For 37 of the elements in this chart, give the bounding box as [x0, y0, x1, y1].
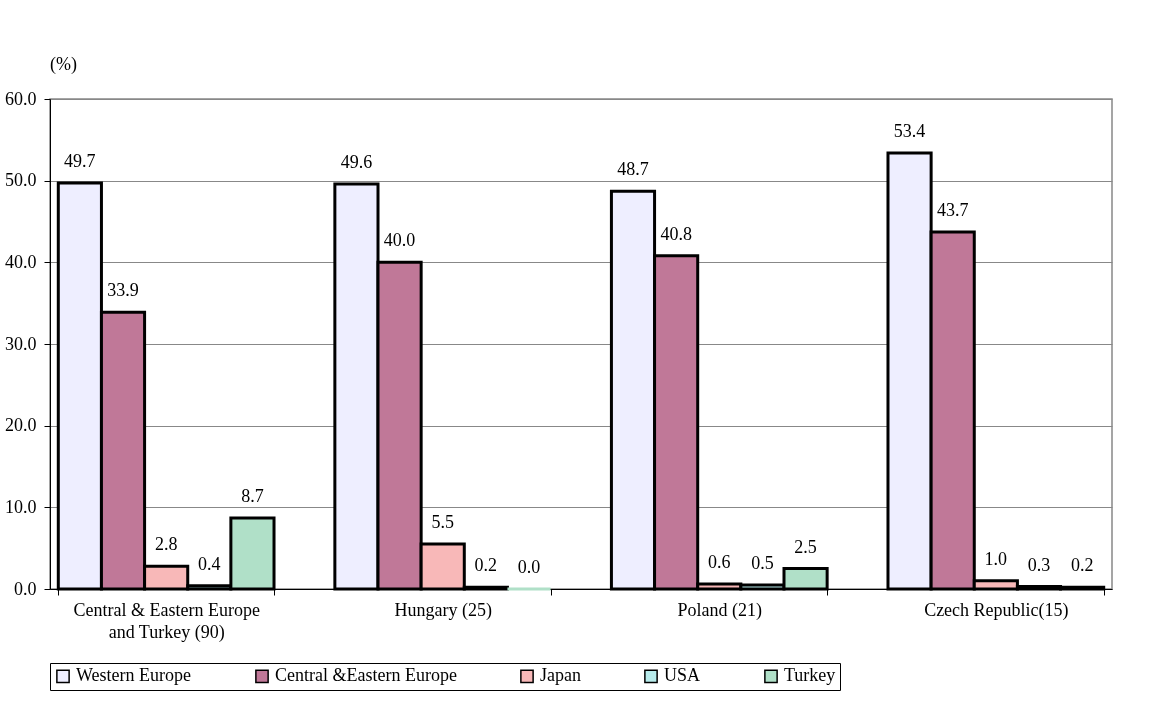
data-label: 0.5 — [751, 552, 774, 573]
y-tick-label: 10.0 — [5, 496, 37, 517]
data-label: 8.7 — [241, 485, 264, 506]
y-tick-label: 20.0 — [5, 415, 37, 436]
data-label: 49.7 — [64, 151, 96, 172]
y-tick-label: 60.0 — [5, 88, 37, 109]
data-label: 5.5 — [431, 512, 454, 533]
legend-label: Turkey — [784, 665, 836, 686]
x-tick-label: Czech Republic(15) — [924, 599, 1069, 621]
y-tick-label: 50.0 — [5, 170, 37, 191]
data-label: 48.7 — [617, 159, 649, 180]
data-label: 0.2 — [474, 555, 498, 576]
data-label: 0.6 — [708, 552, 731, 573]
data-label: 40.0 — [383, 230, 416, 251]
y-axis-title: (%) — [50, 54, 77, 75]
data-label: 33.9 — [107, 280, 139, 301]
data-label: 40.8 — [660, 223, 692, 244]
data-label: 2.5 — [794, 536, 817, 557]
data-label: 2.8 — [154, 534, 178, 555]
data-label: 0.0 — [517, 557, 541, 577]
x-tick-label: Hungary (25) — [394, 599, 492, 621]
x-tick-label: Central & Eastern Europe and Turkey (90) — [73, 599, 260, 643]
legend-label: Japan — [540, 665, 581, 686]
data-label: 49.6 — [340, 151, 373, 172]
y-tick-label: 30.0 — [5, 333, 37, 354]
data-label: 0.2 — [1070, 555, 1094, 576]
data-label: 0.4 — [198, 553, 221, 574]
data-label: 1.0 — [984, 548, 1008, 569]
data-label: 43.7 — [936, 200, 969, 221]
y-tick-label: 0.0 — [14, 578, 37, 599]
legend-label: USA — [664, 665, 701, 686]
legend-label: Central &Eastern Europe — [275, 665, 457, 686]
data-label: 0.3 — [1027, 554, 1051, 575]
y-tick-label: 40.0 — [5, 251, 37, 272]
legend-label: Western Europe — [76, 665, 192, 686]
x-tick-label: Poland (21) — [677, 599, 763, 621]
data-label: 53.4 — [893, 120, 926, 141]
